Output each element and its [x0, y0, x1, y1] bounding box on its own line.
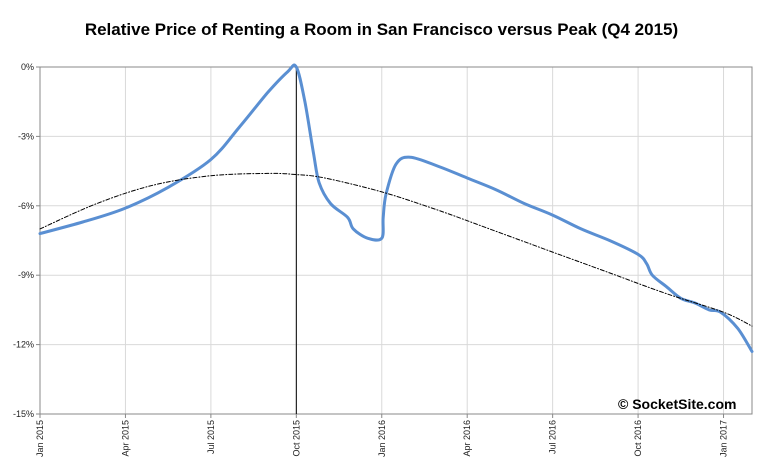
series-lines — [38, 63, 754, 353]
x-tick-label: Jul 2016 — [548, 420, 558, 454]
x-tick-label: Jan 2015 — [35, 420, 45, 457]
chart-title: Relative Price of Renting a Room in San … — [84, 20, 679, 39]
series-line-relative-price — [38, 63, 754, 353]
y-tick-label: -6% — [18, 201, 34, 211]
y-tick-label: 0% — [21, 62, 34, 72]
x-tick-label: Apr 2016 — [462, 420, 472, 457]
plot-frame — [39, 66, 753, 415]
series-line-trend — [39, 172, 753, 327]
x-tick-label: Jan 2016 — [377, 420, 387, 457]
axes — [36, 66, 753, 418]
x-tick-label: Jul 2015 — [206, 420, 216, 454]
tick-labels: 0% -3% -6% -9% -12% -15%Jan 2015 Apr 2015 Jul 2… — [13, 62, 729, 457]
y-tick-label: -3% — [18, 131, 34, 141]
x-tick-label: Oct 2015 — [291, 420, 301, 457]
grid-lines — [40, 67, 752, 414]
y-tick-label: -9% — [18, 270, 34, 280]
x-tick-label: Apr 2015 — [120, 420, 130, 457]
x-tick-label: Jan 2017 — [719, 420, 729, 457]
x-tick-label: Oct 2016 — [633, 420, 643, 457]
watermark: © SocketSite.com — [618, 396, 737, 412]
y-tick-label: -15% — [13, 409, 34, 419]
y-tick-label: -12% — [13, 340, 34, 350]
